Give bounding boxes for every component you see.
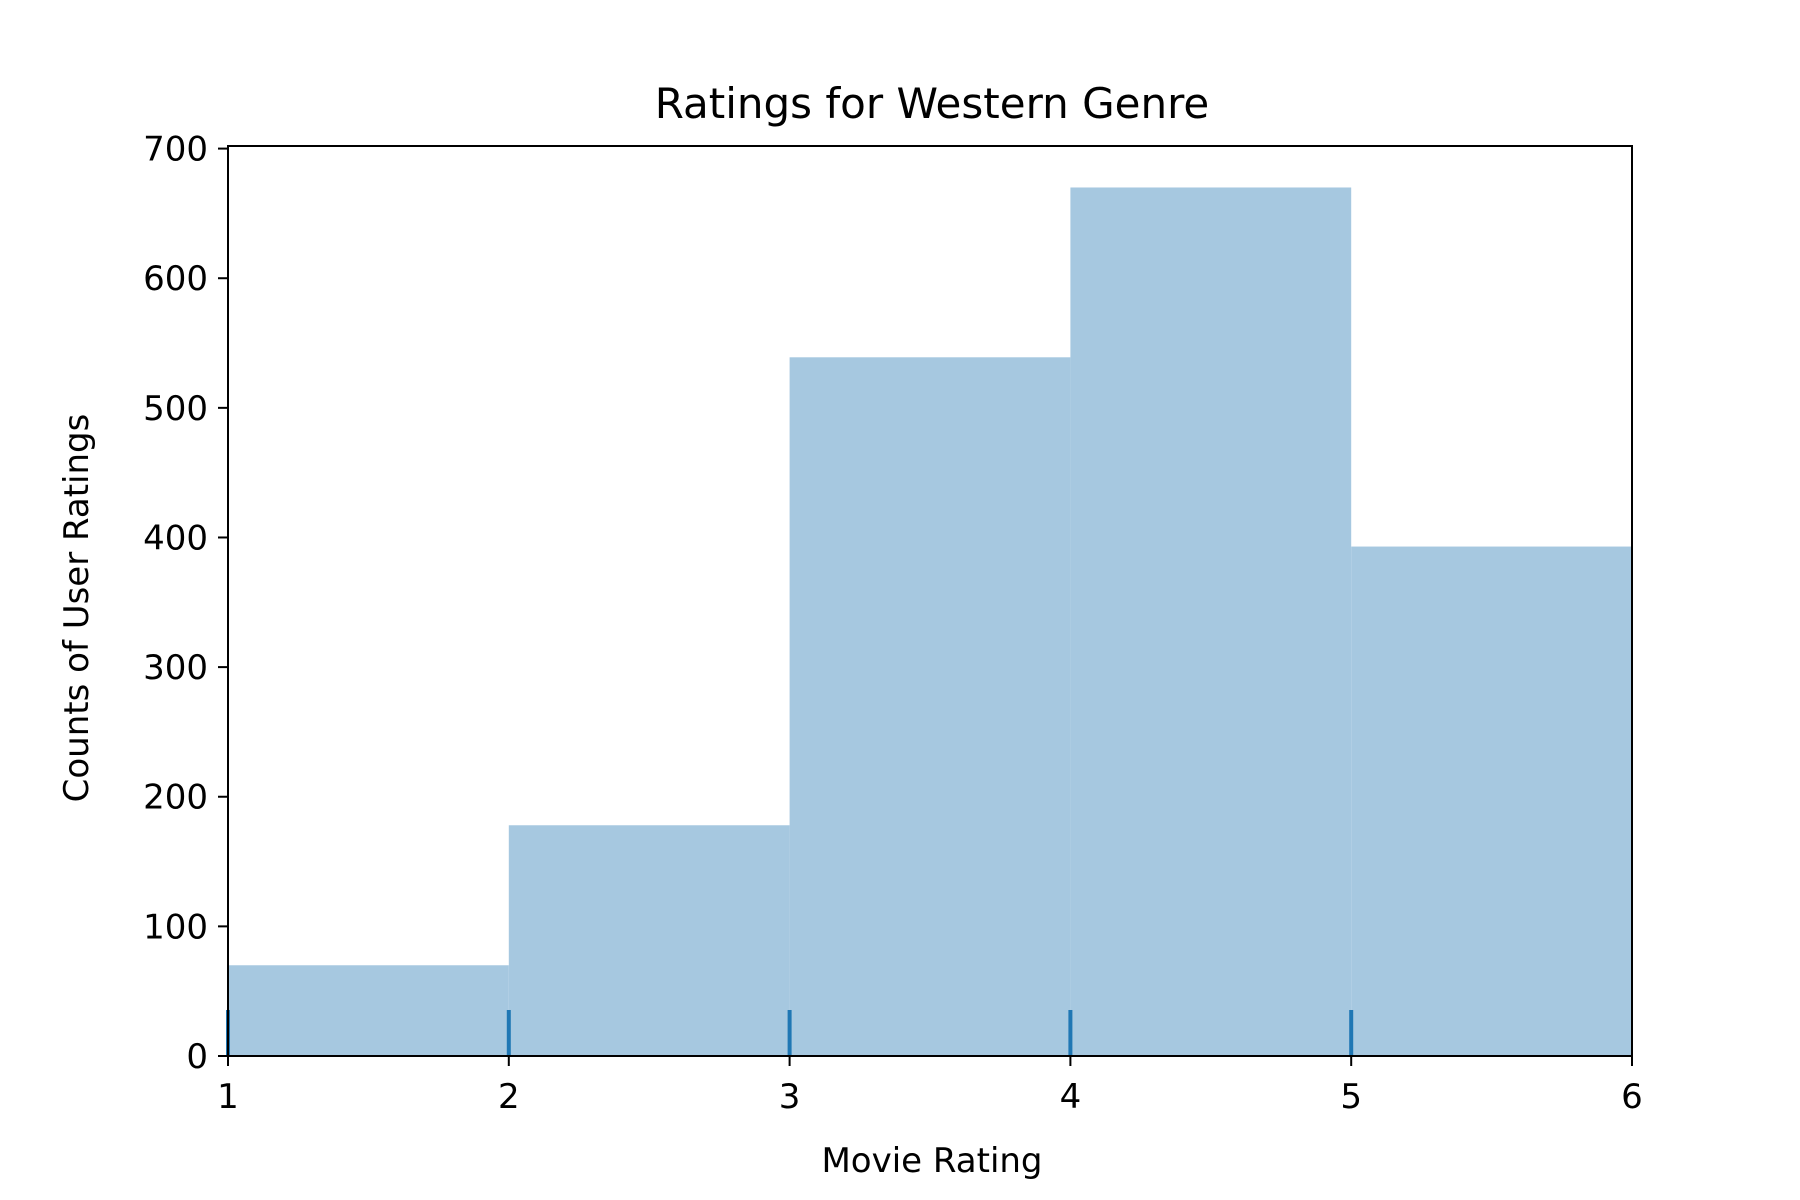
x-tick-label: 1 [217,1077,239,1117]
x-axis-ticks: 1 2 3 4 5 6 [217,1056,1643,1117]
x-axis-label: Movie Rating [821,1141,1042,1181]
y-tick-label: 100 [143,907,208,947]
histogram-bar-3 [789,357,1071,1057]
histogram-bar-2 [508,825,790,1056]
x-tick-label: 5 [1340,1077,1362,1117]
y-tick-label: 500 [143,389,208,429]
chart-title: Ratings for Western Genre [655,79,1210,128]
histogram-bar-5 [1351,546,1632,1056]
y-tick-label: 300 [143,648,208,688]
y-tick-label: 400 [143,518,208,558]
histogram-bar-4 [1070,187,1352,1057]
plot-frame [227,145,1633,1057]
x-tick-label: 4 [1060,1077,1082,1117]
x-tick-label: 2 [498,1077,520,1117]
y-tick-label: 700 [143,130,208,170]
y-axis-label: Counts of User Ratings [57,414,97,803]
bars-group [228,187,1632,1057]
histogram-bar-1 [228,965,509,1056]
x-tick-label: 6 [1621,1077,1643,1117]
y-tick-label: 200 [143,778,208,818]
y-tick-label: 0 [186,1037,208,1077]
y-tick-label: 600 [143,259,208,299]
y-axis-ticks: 0 100 200 300 400 500 600 700 [143,130,228,1077]
x-tick-label: 3 [779,1077,801,1117]
